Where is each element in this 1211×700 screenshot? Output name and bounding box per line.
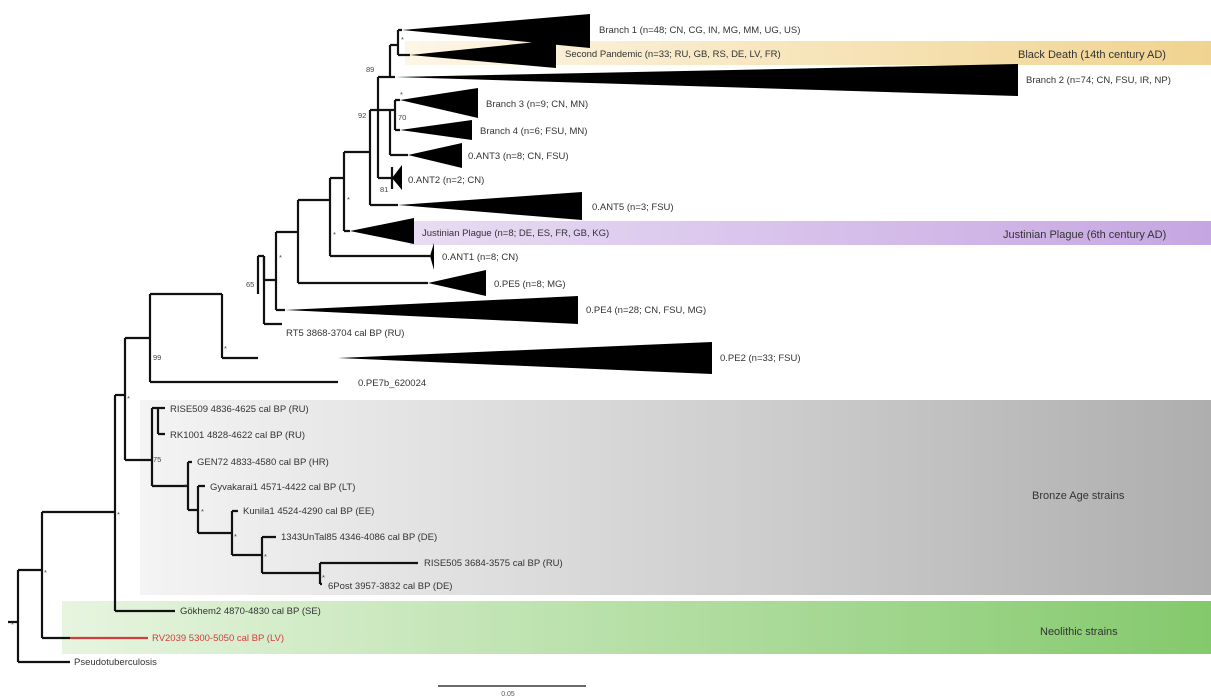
edge-pe5	[276, 200, 428, 285]
label-branch4: Branch 4 (n=6; FSU, MN)	[480, 126, 587, 137]
support-89: 89	[366, 65, 374, 74]
support-main: *	[127, 394, 130, 403]
label-ant5: 0.ANT5 (n=3; FSU)	[592, 202, 674, 213]
clade-labels: Branch 1 (n=48; CN, CG, IN, MG, MM, UG, …	[408, 25, 1171, 364]
support-rise505: *	[264, 552, 267, 561]
edge-root	[8, 568, 70, 664]
collapsed-clades	[285, 14, 1018, 374]
edge-pe7b	[148, 292, 338, 384]
edge-urtal	[260, 535, 320, 575]
label-ant3: 0.ANT3 (n=8; CN, FSU)	[468, 151, 569, 162]
support-branch4: 70	[398, 113, 406, 122]
edge-ant1	[298, 178, 430, 258]
support-kunila: *	[201, 507, 204, 516]
clade-branch4	[400, 120, 472, 140]
label-ant2: 0.ANT2 (n=2; CN)	[408, 175, 484, 186]
bronze-age-label: Bronze Age strains	[1032, 490, 1125, 502]
support-gyvakarai: *	[184, 482, 187, 491]
edge-kunila	[230, 509, 262, 557]
label-branch3: Branch 3 (n=9; CN, MN)	[486, 99, 588, 110]
edge-rise509-rk1001	[156, 406, 165, 436]
support-branch1: *	[401, 35, 404, 44]
tree-edges	[8, 28, 430, 664]
support-ant2: 81	[380, 185, 388, 194]
edge-justinian	[330, 152, 350, 233]
edge-gyvakarai	[196, 484, 232, 535]
support-post: *	[322, 573, 325, 582]
edge-ant3	[378, 108, 408, 157]
edge-gen72	[186, 460, 198, 512]
clade-ant2	[392, 165, 402, 190]
support-92: 92	[358, 111, 366, 120]
black-death-label: Black Death (14th century AD)	[1018, 49, 1166, 61]
edge-rise505-post	[318, 561, 418, 586]
clade-pe2	[338, 342, 712, 374]
label-kunila1: Kunila1 4524-4290 cal BP (EE)	[243, 506, 374, 517]
edge-branch1-second	[390, 28, 410, 57]
label-rv2039: RV2039 5300-5050 cal BP (LV)	[152, 633, 284, 644]
label-pseudotuberculosis: Pseudotuberculosis	[74, 657, 157, 668]
label-pe7b: 0.PE7b_620024	[358, 378, 426, 389]
label-pe2: 0.PE2 (n=33; FSU)	[720, 353, 801, 364]
support-99: 99	[153, 353, 161, 362]
edge-main-split	[123, 336, 152, 462]
label-rt5: RT5 3868-3704 cal BP (RU)	[286, 328, 404, 339]
leaf-labels: RT5 3868-3704 cal BP (RU) 0.PE7b_620024 …	[74, 328, 563, 668]
justinian-band	[410, 221, 1211, 245]
support-branch34: *	[400, 90, 403, 99]
clade-second-pandemic	[410, 40, 556, 68]
justinian-band-label: Justinian Plague (6th century AD)	[1003, 229, 1166, 241]
label-branch1: Branch 1 (n=48; CN, CG, IN, MG, MM, UG, …	[599, 25, 800, 36]
support-neolithic: *	[44, 568, 47, 577]
support-ant5: *	[347, 195, 350, 204]
label-rise509: RISE509 4836-4625 cal BP (RU)	[170, 404, 309, 415]
neolithic-band	[62, 601, 1211, 654]
edge-bronze-split	[113, 393, 175, 613]
label-rise505: RISE505 3684-3575 cal BP (RU)	[424, 558, 563, 569]
edge-ant2	[370, 77, 394, 189]
label-gyvakarai1: Gyvakarai1 4571-4422 cal BP (LT)	[210, 482, 355, 493]
edge-branch34	[378, 45, 400, 132]
clade-branch1	[402, 14, 590, 48]
support-justinian: *	[333, 230, 336, 239]
scale-bar-label: 0.05	[501, 691, 515, 698]
label-second-pandemic: Second Pandemic (n=33; RU, GB, RS, DE, L…	[565, 49, 781, 60]
clade-branch3	[400, 88, 478, 118]
edge-pe2	[220, 294, 258, 360]
support-ant1: *	[279, 253, 282, 262]
edge-pe4	[262, 232, 285, 312]
label-pe4: 0.PE4 (n=28; CN, FSU, MG)	[586, 305, 706, 316]
support-values: * * * * 99 75 * * * * * * 65 * * * 81 92…	[11, 35, 406, 629]
clade-branch2	[395, 64, 1018, 96]
clade-ant3	[408, 143, 462, 168]
label-post: 6Post 3957-3832 cal BP (DE)	[328, 581, 452, 592]
support-bronze: *	[117, 510, 120, 519]
edge-neolithic-split	[40, 510, 115, 640]
clade-pe5	[428, 270, 486, 296]
clade-justinian	[350, 218, 414, 244]
neolithic-label: Neolithic strains	[1040, 626, 1118, 638]
label-justinian: Justinian Plague (n=8; DE, ES, FR, GB, K…	[422, 228, 609, 239]
clade-pe4	[285, 296, 578, 324]
support-75: 75	[153, 455, 161, 464]
bronze-age-band	[140, 400, 1211, 595]
clade-ant1	[430, 243, 434, 270]
support-urtal: *	[234, 532, 237, 541]
support-root: *	[11, 620, 14, 629]
label-rk1001: RK1001 4828-4622 cal BP (RU)	[170, 430, 305, 441]
label-pe5: 0.PE5 (n=8; MG)	[494, 279, 566, 290]
label-urtal: 1343UnTal85 4346-4086 cal BP (DE)	[281, 532, 437, 543]
label-branch2: Branch 2 (n=74; CN, FSU, IR, NP)	[1026, 75, 1171, 86]
support-65: 65	[246, 280, 254, 289]
scale-bar: 0.05	[438, 685, 586, 698]
edge-ant5	[344, 110, 398, 207]
edge-rt5	[256, 254, 282, 326]
support-rt5: *	[224, 344, 227, 353]
clade-ant5	[398, 192, 582, 220]
label-gokhem2: Gökhem2 4870-4830 cal BP (SE)	[180, 606, 321, 617]
label-ant1: 0.ANT1 (n=8; CN)	[442, 252, 518, 263]
label-gen72: GEN72 4833-4580 cal BP (HR)	[197, 457, 329, 468]
